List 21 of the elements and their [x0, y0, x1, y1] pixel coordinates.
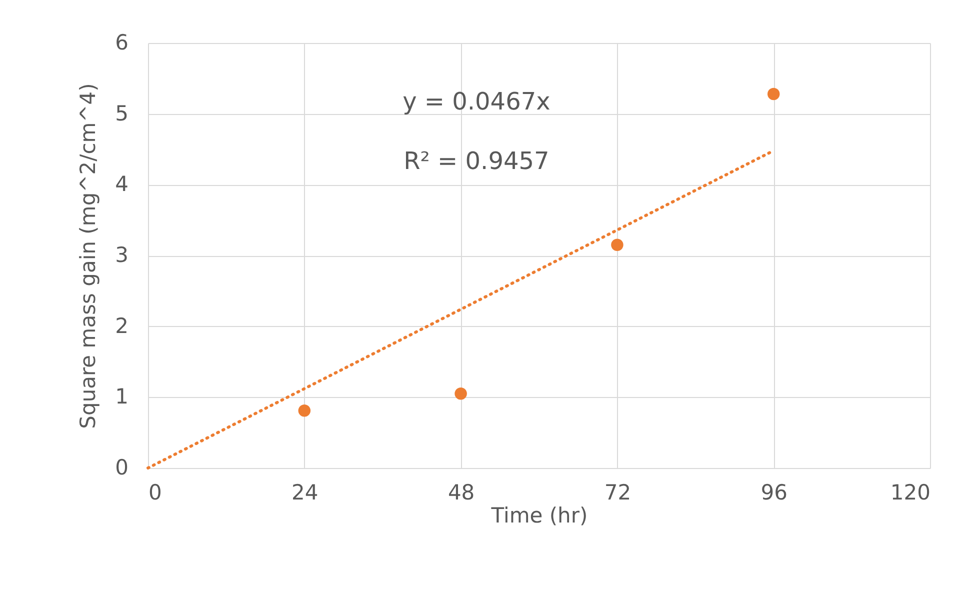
y-tick-label: 2 [115, 314, 128, 338]
point [767, 88, 780, 100]
x-tick-label: 96 [760, 480, 788, 504]
point [298, 404, 311, 417]
y-axis-title: Square mass gain (mg^2/cm^4) [76, 83, 100, 429]
annotation: y = 0.0467x [402, 88, 550, 116]
x-tick-label: 72 [604, 480, 632, 504]
y-tick-label: 5 [115, 101, 128, 126]
y-tick-label: 0 [115, 456, 128, 480]
x-tick-label: 0 [148, 480, 162, 504]
y-tick-label: 6 [115, 30, 128, 54]
x-tick-label: 48 [448, 480, 475, 504]
x-tick-label: 120 [890, 480, 930, 504]
point [611, 238, 624, 251]
x-axis-title: Time (hr) [490, 504, 588, 528]
y-tick-label: 3 [115, 243, 128, 267]
y-tick-label: 1 [115, 384, 128, 409]
annotation: R² = 0.9457 [404, 147, 550, 175]
x-tick-label: 24 [292, 480, 318, 504]
point [454, 388, 467, 400]
y-tick-label: 4 [115, 172, 128, 196]
